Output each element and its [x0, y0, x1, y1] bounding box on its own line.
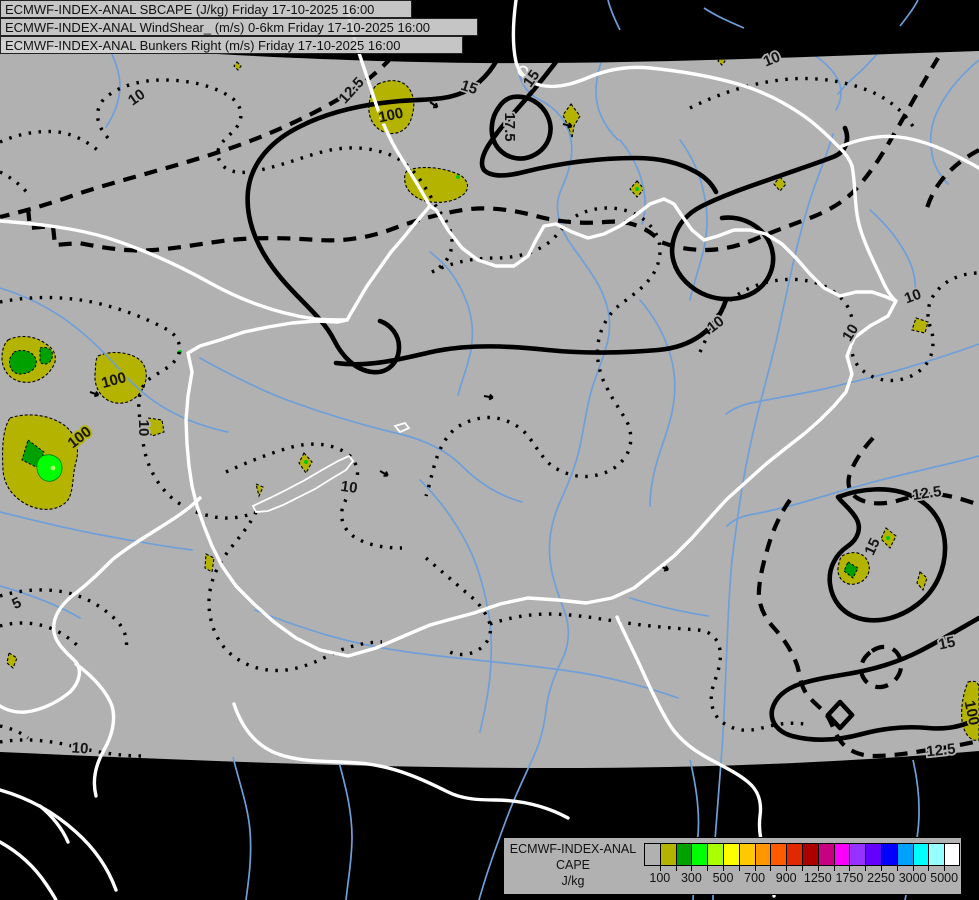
legend-tick — [849, 866, 851, 871]
border-austria — [0, 219, 349, 322]
legend-tick-label: 300 — [680, 871, 702, 885]
wind-shear-contours-dashed — [0, 55, 979, 759]
legend-tick — [754, 866, 756, 871]
legend-color-cell — [675, 843, 692, 866]
legend-color-cell — [912, 843, 929, 866]
legend-tick — [723, 866, 724, 871]
legend-tick — [802, 866, 803, 871]
legend-tick — [707, 866, 709, 871]
border-hungary — [184, 197, 898, 658]
contour-label-shear-dotted: 10 — [135, 420, 152, 437]
border-slovenia — [0, 496, 202, 714]
contour-label-shear-solid: 15 — [937, 633, 957, 653]
lake-outlines — [251, 65, 529, 513]
border-slovakia-north — [511, 0, 854, 168]
coastline-adriatic — [0, 788, 118, 892]
legend-tick-label: 700 — [744, 871, 766, 885]
legend-tick — [738, 866, 740, 871]
legend-color-cell — [707, 843, 723, 866]
legend-colorbar — [644, 843, 960, 866]
legend-tick-label: 500 — [712, 871, 734, 885]
legend-tick — [881, 866, 882, 871]
legend-color-cell — [896, 843, 913, 866]
contour-label-shear-solid: 17.5 — [501, 112, 518, 141]
wind-shear-contours-solid — [245, 41, 979, 742]
legend-tick-label: 5000 — [930, 871, 959, 885]
legend-color-cell — [754, 843, 771, 866]
border-croatia-west — [74, 662, 116, 798]
cape-core-areas — [9, 347, 859, 579]
cape-bright-cores — [36, 454, 63, 482]
legend-tick-label: 1250 — [803, 871, 832, 885]
legend-color-cell — [944, 843, 960, 866]
legend-color-cell — [833, 843, 850, 866]
legend-tick — [896, 866, 898, 871]
legend-color-cell — [738, 843, 755, 866]
title-sbcape: ECMWF-INDEX-ANAL SBCAPE (J/kg) Friday 17… — [0, 0, 412, 18]
legend-color-cell — [928, 843, 945, 866]
lake-balaton-outline — [251, 454, 355, 513]
legend-color-cell — [880, 843, 897, 866]
small-lake-outline — [393, 421, 411, 434]
legend-tick — [786, 866, 788, 871]
border-northeast — [840, 134, 979, 170]
legend-tick — [817, 866, 819, 871]
legend-tick-label: 100 — [649, 871, 671, 885]
wind-shear-contours-dotted — [0, 76, 979, 758]
legend-color-cell — [659, 843, 676, 866]
legend-tick-label: 1750 — [835, 871, 864, 885]
legend-tick — [659, 866, 661, 871]
legend-color-cell — [865, 843, 881, 866]
contour-label-shear-dotted: 10 — [71, 739, 89, 757]
legend-tick-label: 900 — [775, 871, 797, 885]
legend-tick — [912, 866, 914, 871]
bunkers-right-arrows — [89, 101, 670, 572]
legend-color-cell — [644, 843, 660, 866]
legend-tick-label: 2250 — [867, 871, 895, 885]
border-croatia-bosnia — [232, 702, 570, 820]
legend-tick — [675, 866, 677, 871]
legend-tick — [944, 866, 946, 871]
title-bunkers-right: ECMWF-INDEX-ANAL Bunkers Right (m/s) Fri… — [0, 36, 463, 54]
legend-color-cell — [849, 843, 866, 866]
legend-tick-label: 3000 — [898, 871, 927, 885]
small-ring-marker — [517, 65, 529, 77]
legend-title: ECMWF-INDEX-ANAL CAPE J/kg — [506, 841, 640, 889]
coastline-adriatic-2 — [38, 804, 70, 844]
legend-title-line1: ECMWF-INDEX-ANAL — [509, 842, 637, 856]
legend-color-cell — [817, 843, 834, 866]
cape-legend: ECMWF-INDEX-ANAL CAPE J/kg 100 300 500 700 9… — [503, 837, 962, 895]
legend-color-cell — [770, 843, 787, 866]
legend-color-cell — [801, 843, 818, 866]
cape-green-specks — [50, 175, 890, 540]
contour-label-shear-dotted: 10 — [340, 478, 359, 497]
legend-tick — [691, 866, 693, 871]
legend-tick — [833, 866, 835, 871]
legend-tick — [770, 866, 772, 871]
title-windshear: ECMWF-INDEX-ANAL WindShear_ (m/s) 0-6km … — [0, 18, 478, 36]
legend-color-cell — [691, 843, 708, 866]
legend-tick — [928, 866, 930, 871]
border-ukraine — [850, 164, 898, 303]
legend-unit: J/kg — [561, 874, 585, 888]
legend-color-cell — [786, 843, 802, 866]
legend-tick — [865, 866, 867, 871]
coastline-adriatic-3 — [0, 840, 58, 900]
contour-label-shear-dashed: 12.5 — [926, 740, 957, 760]
legend-title-line2: CAPE — [555, 858, 591, 872]
legend-color-cell — [722, 843, 739, 866]
